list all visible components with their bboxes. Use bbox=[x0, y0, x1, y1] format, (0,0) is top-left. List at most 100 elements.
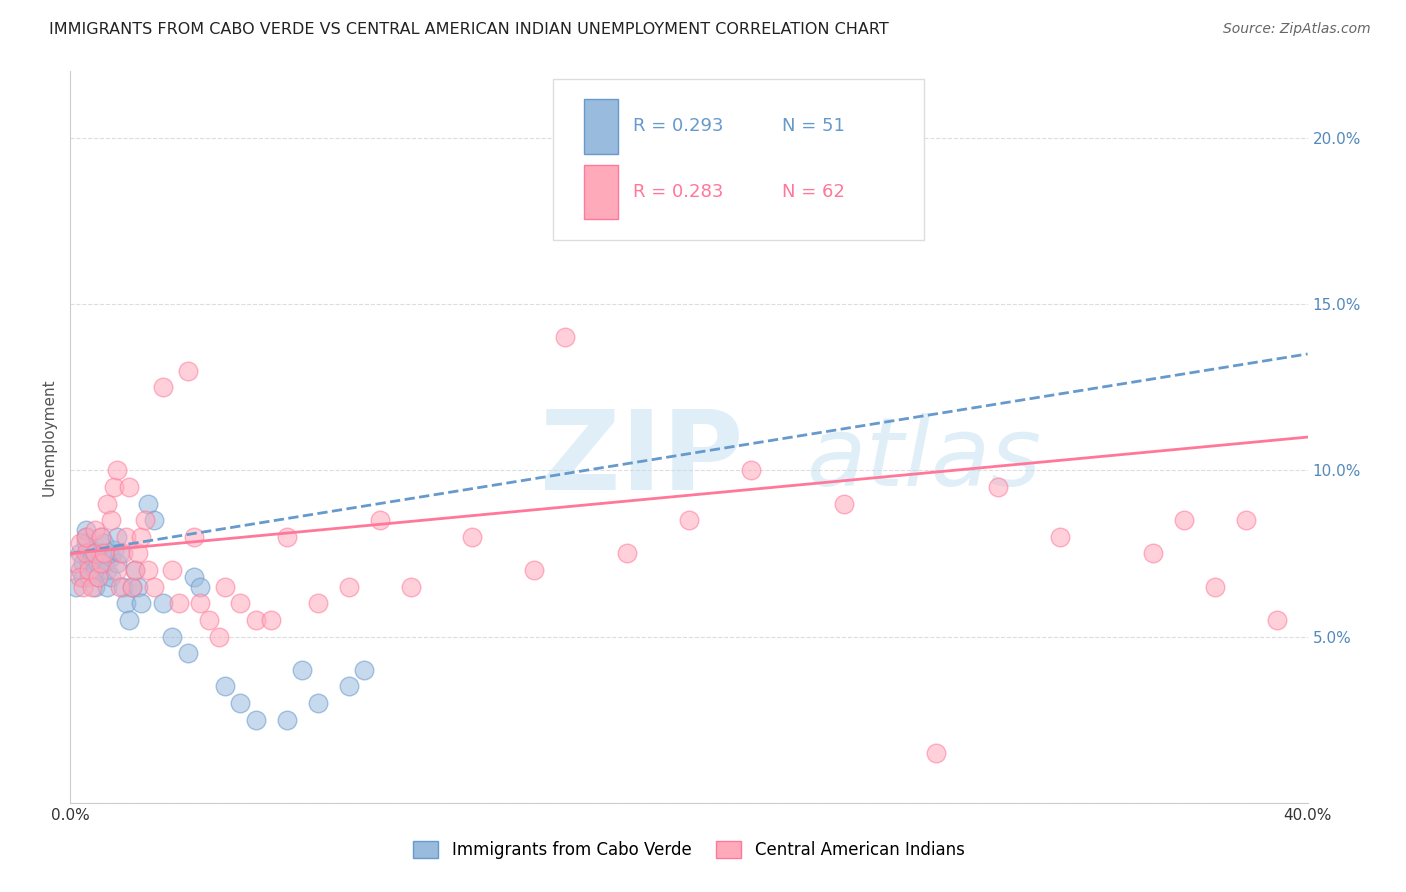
Point bbox=[276, 713, 298, 727]
Text: atlas: atlas bbox=[807, 412, 1042, 506]
Point bbox=[72, 580, 94, 594]
Point bbox=[115, 530, 138, 544]
Point bbox=[118, 480, 141, 494]
Point bbox=[69, 546, 91, 560]
Point bbox=[353, 663, 375, 677]
Point bbox=[678, 513, 700, 527]
Point bbox=[103, 480, 125, 494]
Point bbox=[124, 563, 146, 577]
Point bbox=[75, 530, 97, 544]
Point bbox=[87, 557, 110, 571]
Point bbox=[368, 513, 391, 527]
Point bbox=[177, 646, 200, 660]
Point bbox=[136, 563, 159, 577]
Point bbox=[152, 380, 174, 394]
Point bbox=[337, 680, 360, 694]
Point bbox=[108, 546, 131, 560]
Text: N = 51: N = 51 bbox=[782, 117, 845, 136]
Point bbox=[1204, 580, 1226, 594]
Point bbox=[245, 713, 267, 727]
Point bbox=[87, 570, 110, 584]
Point bbox=[291, 663, 314, 677]
Point bbox=[90, 546, 112, 560]
Point bbox=[162, 563, 184, 577]
FancyBboxPatch shape bbox=[583, 99, 619, 153]
Point bbox=[103, 543, 125, 558]
Point bbox=[214, 680, 236, 694]
Point bbox=[229, 696, 252, 710]
Point bbox=[90, 557, 112, 571]
Point bbox=[208, 630, 231, 644]
Point bbox=[105, 557, 128, 571]
Point bbox=[127, 546, 149, 560]
Point bbox=[131, 530, 153, 544]
Point bbox=[142, 580, 165, 594]
Point bbox=[93, 536, 115, 550]
Point bbox=[77, 557, 100, 571]
Point bbox=[152, 596, 174, 610]
Point bbox=[93, 557, 115, 571]
Point bbox=[75, 536, 97, 550]
Point bbox=[188, 580, 211, 594]
Point bbox=[65, 580, 87, 594]
Point bbox=[214, 580, 236, 594]
Point bbox=[1234, 513, 1257, 527]
Point bbox=[77, 563, 100, 577]
Point bbox=[127, 580, 149, 594]
Point bbox=[245, 613, 267, 627]
Point bbox=[96, 580, 118, 594]
Point bbox=[183, 530, 205, 544]
Point bbox=[80, 549, 103, 564]
Point bbox=[142, 513, 165, 527]
Point bbox=[100, 570, 122, 584]
Point bbox=[616, 546, 638, 560]
Point bbox=[105, 563, 128, 577]
Point bbox=[198, 613, 221, 627]
Point bbox=[1049, 530, 1071, 544]
Point bbox=[80, 543, 103, 558]
Point bbox=[77, 546, 100, 560]
Point bbox=[134, 513, 156, 527]
Point bbox=[177, 363, 200, 377]
Point bbox=[554, 330, 576, 344]
Point bbox=[90, 530, 112, 544]
Point bbox=[84, 523, 107, 537]
Point bbox=[69, 536, 91, 550]
Point bbox=[84, 546, 107, 560]
Point bbox=[72, 570, 94, 584]
Point bbox=[96, 497, 118, 511]
Point bbox=[80, 580, 103, 594]
Point bbox=[1142, 546, 1164, 560]
Point bbox=[1173, 513, 1195, 527]
Point bbox=[167, 596, 190, 610]
Point bbox=[105, 530, 128, 544]
Point bbox=[75, 546, 97, 560]
Text: IMMIGRANTS FROM CABO VERDE VS CENTRAL AMERICAN INDIAN UNEMPLOYMENT CORRELATION C: IMMIGRANTS FROM CABO VERDE VS CENTRAL AM… bbox=[49, 22, 889, 37]
Point bbox=[740, 463, 762, 477]
Point bbox=[337, 580, 360, 594]
Point bbox=[832, 497, 855, 511]
Point bbox=[93, 546, 115, 560]
Point bbox=[229, 596, 252, 610]
Text: N = 62: N = 62 bbox=[782, 183, 845, 201]
Point bbox=[260, 613, 283, 627]
Text: ZIP: ZIP bbox=[540, 406, 744, 513]
FancyBboxPatch shape bbox=[583, 165, 619, 219]
Point bbox=[108, 580, 131, 594]
Point bbox=[183, 570, 205, 584]
Point bbox=[100, 513, 122, 527]
Point bbox=[188, 596, 211, 610]
Point bbox=[461, 530, 484, 544]
Point bbox=[87, 570, 110, 584]
Point bbox=[162, 630, 184, 644]
Text: R = 0.283: R = 0.283 bbox=[633, 183, 724, 201]
Point bbox=[69, 570, 91, 584]
Point bbox=[105, 463, 128, 477]
Point bbox=[100, 549, 122, 564]
Point bbox=[90, 530, 112, 544]
Point bbox=[111, 546, 134, 560]
Point bbox=[72, 557, 94, 571]
Point bbox=[65, 557, 87, 571]
Point bbox=[77, 570, 100, 584]
Point bbox=[523, 563, 546, 577]
